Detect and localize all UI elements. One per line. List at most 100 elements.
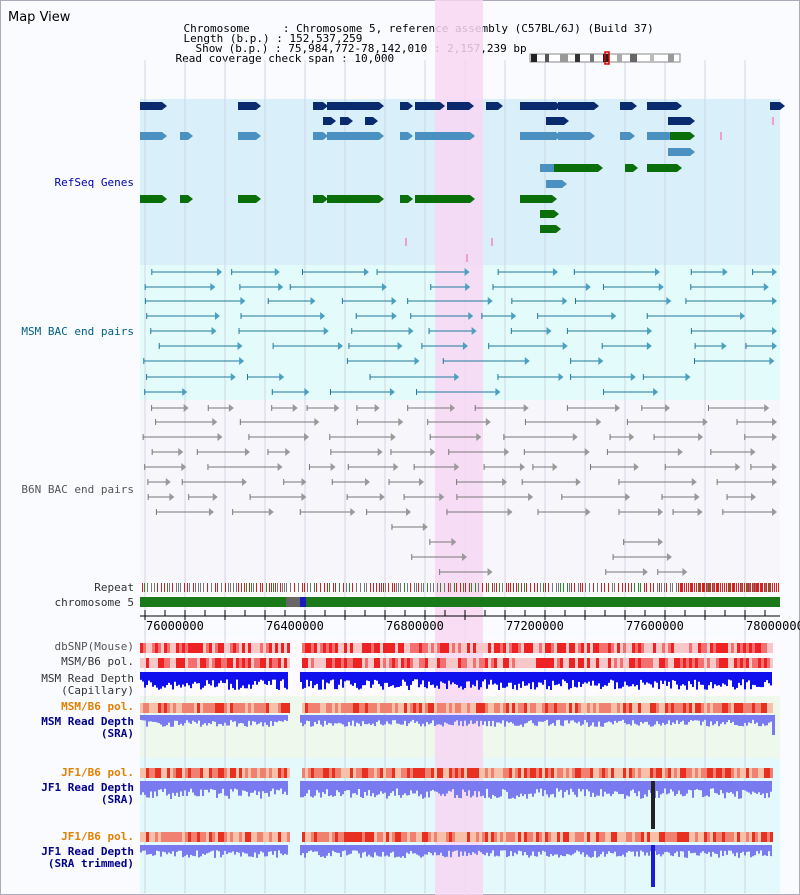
gene-feature [400,195,408,203]
ideogram-band [668,54,674,62]
read-depth-bar [664,715,666,725]
track-label-msm-depth-sra-1[interactable]: MSM Read Depth [41,715,134,728]
read-depth-bar [474,715,476,724]
read-depth-bar [282,672,284,680]
read-depth-bar [338,781,340,793]
polymorphism-cell [458,768,461,778]
polymorphism-cell [332,643,335,653]
track-label-dbsnp[interactable]: dbSNP(Mouse) [54,640,134,653]
read-depth-bar [238,715,240,724]
polymorphism-cell [272,658,275,668]
polymorphism-cell [344,643,347,653]
read-depth-bar [546,715,548,720]
polymorphism-cell [335,658,338,668]
polymorphism-cell [287,658,290,668]
polymorphism-cell [416,703,419,713]
read-depth-bar [154,672,156,686]
track-label-refseq[interactable]: RefSeq Genes [54,176,134,189]
b6n-bac-end-arrow [572,433,578,441]
read-depth-bar [344,781,346,792]
track-label-b6n-bac[interactable]: B6N BAC end pairs [21,483,134,496]
read-depth-bar [242,845,244,853]
read-depth-bar [484,715,486,722]
read-depth-bar [644,715,646,722]
polymorphism-cell [608,768,611,778]
track-label-msm-b6-pol-2[interactable]: MSM/B6 pol. [61,700,134,713]
read-depth-bar [284,845,286,854]
track-label-jf1-depth-trim-2: (SRA trimmed) [47,857,134,870]
read-depth-bar [550,715,552,725]
polymorphism-cell [464,703,467,713]
read-depth-bar [484,845,486,856]
track-label-jf1-b6-pol-2[interactable]: JF1/B6 pol. [61,830,134,843]
read-depth-bar [412,845,414,854]
read-depth-bar [492,715,494,721]
polymorphism-cell [146,768,149,778]
polymorphism-cell [464,643,467,653]
polymorphism-cell [242,703,245,713]
read-depth-bar [284,781,286,792]
read-depth-bar [676,715,678,721]
read-depth-bar [456,845,458,851]
gene-strand-arrow [408,195,413,203]
read-depth-bar [510,781,512,799]
read-depth-bar [248,845,250,857]
read-depth-bar [544,845,546,852]
polymorphism-cell [449,768,452,778]
read-depth-bar [628,672,630,687]
polymorphism-cell [710,643,713,653]
read-depth-bar [562,845,564,857]
polymorphism-cell [545,768,548,778]
read-depth-bar [214,715,216,722]
polymorphism-cell [332,768,335,778]
polymorphism-cell [512,658,515,668]
read-depth-bar [746,781,748,792]
read-depth-bar [356,845,358,851]
polymorphism-cell [302,832,305,842]
repeat-element [754,583,755,592]
polymorphism-cell [431,643,434,653]
read-depth-bar [520,672,522,688]
read-depth-bar [400,845,402,858]
read-depth-bar [580,672,582,687]
track-label-msm-b6-pol-1[interactable]: MSM/B6 pol. [61,655,134,668]
polymorphism-cell [335,832,338,842]
b6n-bac-end-arrow [304,433,310,441]
polymorphism-cell [359,768,362,778]
track-label-msm-bac[interactable]: MSM BAC end pairs [21,325,134,338]
read-depth-bar [426,715,428,723]
polymorphism-cell [395,643,398,653]
read-depth-bar [150,715,152,722]
track-label-jf1-depth-sra-1[interactable]: JF1 Read Depth [41,781,134,794]
polymorphism-cell [158,703,161,713]
read-depth-bar [706,672,708,690]
read-depth-bar [766,781,768,794]
read-depth-bar [156,781,158,797]
read-depth-bar [310,845,312,851]
repeat-element [164,583,165,592]
read-depth-bar [388,781,390,796]
polymorphism-cell [593,658,596,668]
read-depth-bar [228,845,230,853]
track-label-repeat[interactable]: Repeat [94,581,134,594]
read-depth-bar [354,845,356,851]
track-label-jf1-depth-trim-1[interactable]: JF1 Read Depth [41,845,134,858]
gene-strand-arrow [470,132,475,140]
repeat-element [537,583,538,592]
read-depth-bar [332,845,334,851]
read-depth-bar [678,672,680,690]
track-label-msm-depth-cap-2: (Capillary) [61,684,134,697]
read-depth-bar [210,781,212,789]
polymorphism-cell [623,832,626,842]
track-label-jf1-b6-pol-1[interactable]: JF1/B6 pol. [61,766,134,779]
repeat-element [207,583,208,592]
track-label-msm-depth-cap-1[interactable]: MSM Read Depth [41,672,134,685]
polymorphism-cell [500,768,503,778]
repeat-element [333,583,334,592]
b6n-bac-end-arrow [422,523,428,531]
read-depth-bar [264,845,266,857]
read-depth-bar [710,672,712,683]
read-depth-bar [556,781,558,789]
read-depth-bar [354,715,356,727]
